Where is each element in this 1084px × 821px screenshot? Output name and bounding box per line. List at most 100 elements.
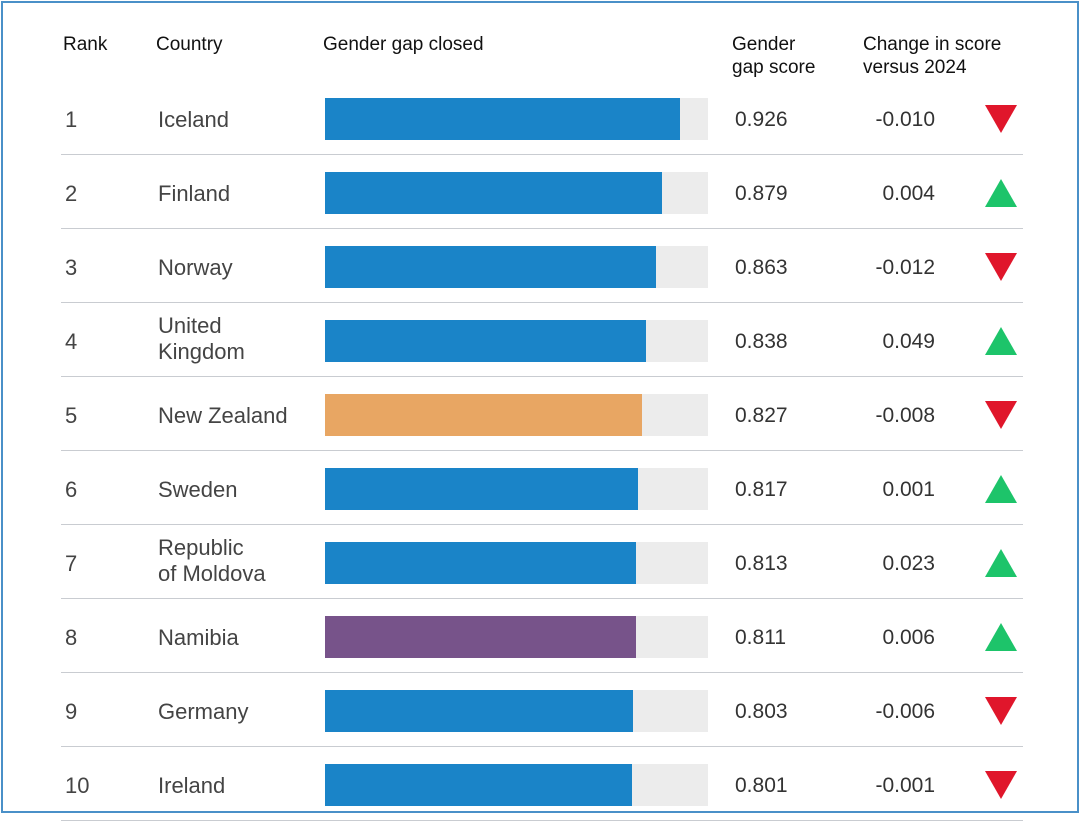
rank-label: 5 bbox=[65, 403, 78, 428]
header-score-line2: gap score bbox=[732, 57, 816, 78]
change-label: 0.006 bbox=[882, 626, 935, 649]
row-divider bbox=[61, 154, 1023, 155]
table-row: 3 Norway 0.863 -0.012 bbox=[61, 229, 1023, 303]
rank-label: 3 bbox=[65, 255, 78, 280]
table-row: 5 New Zealand 0.827 -0.008 bbox=[61, 377, 1023, 451]
country-label: Norway bbox=[158, 255, 233, 281]
rank-label: 8 bbox=[65, 625, 78, 650]
country-label: New Zealand bbox=[158, 403, 288, 429]
country-label: Republic of Moldova bbox=[158, 535, 266, 587]
table-row: 7 Republic of Moldova 0.813 0.023 bbox=[61, 525, 1023, 599]
row-divider bbox=[61, 746, 1023, 747]
country-label: Germany bbox=[158, 699, 248, 725]
bar bbox=[325, 246, 656, 288]
bar-track bbox=[325, 172, 708, 214]
country-label-line: Norway bbox=[158, 255, 233, 280]
bar bbox=[325, 468, 638, 510]
row-divider bbox=[61, 302, 1023, 303]
country-label: Sweden bbox=[158, 477, 238, 503]
bar-track bbox=[325, 246, 708, 288]
decrease-arrow-icon bbox=[985, 771, 1017, 799]
score-label: 0.803 bbox=[735, 700, 788, 723]
rank-label: 6 bbox=[65, 477, 78, 502]
rank-label: 7 bbox=[65, 551, 78, 576]
increase-arrow-icon bbox=[985, 475, 1017, 503]
table-row: 4 United Kingdom 0.838 0.049 bbox=[61, 303, 1023, 377]
change-label: 0.049 bbox=[882, 330, 935, 353]
score-label: 0.817 bbox=[735, 478, 788, 501]
change-label: 0.001 bbox=[882, 478, 935, 501]
country-label: Iceland bbox=[158, 107, 229, 133]
country-label-line: Finland bbox=[158, 181, 231, 206]
country-label-line: Iceland bbox=[158, 107, 229, 132]
bar-track bbox=[325, 542, 708, 584]
header-score-line1: Gender bbox=[732, 34, 796, 55]
table-row: 8 Namibia 0.811 0.006 bbox=[61, 599, 1023, 673]
table-row: 1 Iceland 0.926 -0.010 bbox=[61, 81, 1023, 155]
header-change-line2: versus 2024 bbox=[863, 57, 967, 78]
header-gender-gap-score: Gender gap score bbox=[732, 33, 815, 79]
change-label: -0.008 bbox=[875, 404, 935, 427]
country-label-line: Sweden bbox=[158, 477, 238, 502]
decrease-arrow-icon bbox=[985, 253, 1017, 281]
table-row: 9 Germany 0.803 -0.006 bbox=[61, 673, 1023, 747]
table-row: 10 Ireland 0.801 -0.001 bbox=[61, 747, 1023, 821]
score-label: 0.879 bbox=[735, 182, 788, 205]
decrease-arrow-icon bbox=[985, 697, 1017, 725]
row-divider bbox=[61, 598, 1023, 599]
bar-track bbox=[325, 320, 708, 362]
row-divider bbox=[61, 524, 1023, 525]
bar bbox=[325, 616, 636, 658]
bar-track bbox=[325, 468, 708, 510]
bar-track bbox=[325, 690, 708, 732]
change-label: -0.012 bbox=[875, 256, 935, 279]
change-label: -0.001 bbox=[875, 774, 935, 797]
score-label: 0.863 bbox=[735, 256, 788, 279]
table-row: 2 Finland 0.879 0.004 bbox=[61, 155, 1023, 229]
header-change-line1: Change in score bbox=[863, 34, 1002, 55]
header-change-in-score: Change in score versus 2024 bbox=[863, 33, 1001, 79]
decrease-arrow-icon bbox=[985, 105, 1017, 133]
score-label: 0.801 bbox=[735, 774, 788, 797]
rank-label: 2 bbox=[65, 181, 78, 206]
bar-track bbox=[325, 394, 708, 436]
score-label: 0.811 bbox=[735, 626, 786, 649]
bar bbox=[325, 690, 633, 732]
increase-arrow-icon bbox=[985, 327, 1017, 355]
change-label: 0.023 bbox=[882, 552, 935, 575]
country-label-line: Ireland bbox=[158, 773, 226, 798]
table-row: 6 Sweden 0.817 0.001 bbox=[61, 451, 1023, 525]
score-label: 0.827 bbox=[735, 404, 788, 427]
bar bbox=[325, 542, 636, 584]
bar bbox=[325, 98, 680, 140]
bar-track bbox=[325, 764, 708, 806]
bar bbox=[325, 394, 642, 436]
increase-arrow-icon bbox=[985, 623, 1017, 651]
country-label-line: Germany bbox=[158, 699, 249, 724]
rank-label: 10 bbox=[65, 773, 90, 798]
row-divider bbox=[61, 450, 1023, 451]
row-divider bbox=[61, 228, 1023, 229]
rank-label: 9 bbox=[65, 699, 78, 724]
bar-track bbox=[325, 616, 708, 658]
header-gender-gap-closed: Gender gap closed bbox=[323, 34, 484, 55]
country-label: Namibia bbox=[158, 625, 239, 651]
score-label: 0.926 bbox=[735, 108, 788, 131]
bar bbox=[325, 764, 632, 806]
change-label: -0.006 bbox=[875, 700, 935, 723]
country-label-line: New Zealand bbox=[158, 403, 288, 428]
bar bbox=[325, 172, 662, 214]
bar-track bbox=[325, 98, 708, 140]
score-label: 0.813 bbox=[735, 552, 788, 575]
rank-label: 1 bbox=[65, 107, 78, 132]
increase-arrow-icon bbox=[985, 179, 1017, 207]
decrease-arrow-icon bbox=[985, 401, 1017, 429]
rank-label: 4 bbox=[65, 329, 78, 354]
country-label: Finland bbox=[158, 181, 230, 207]
country-label-line: Republic bbox=[158, 535, 244, 560]
change-label: -0.010 bbox=[875, 108, 935, 131]
increase-arrow-icon bbox=[985, 549, 1017, 577]
row-divider bbox=[61, 376, 1023, 377]
row-divider bbox=[61, 672, 1023, 673]
